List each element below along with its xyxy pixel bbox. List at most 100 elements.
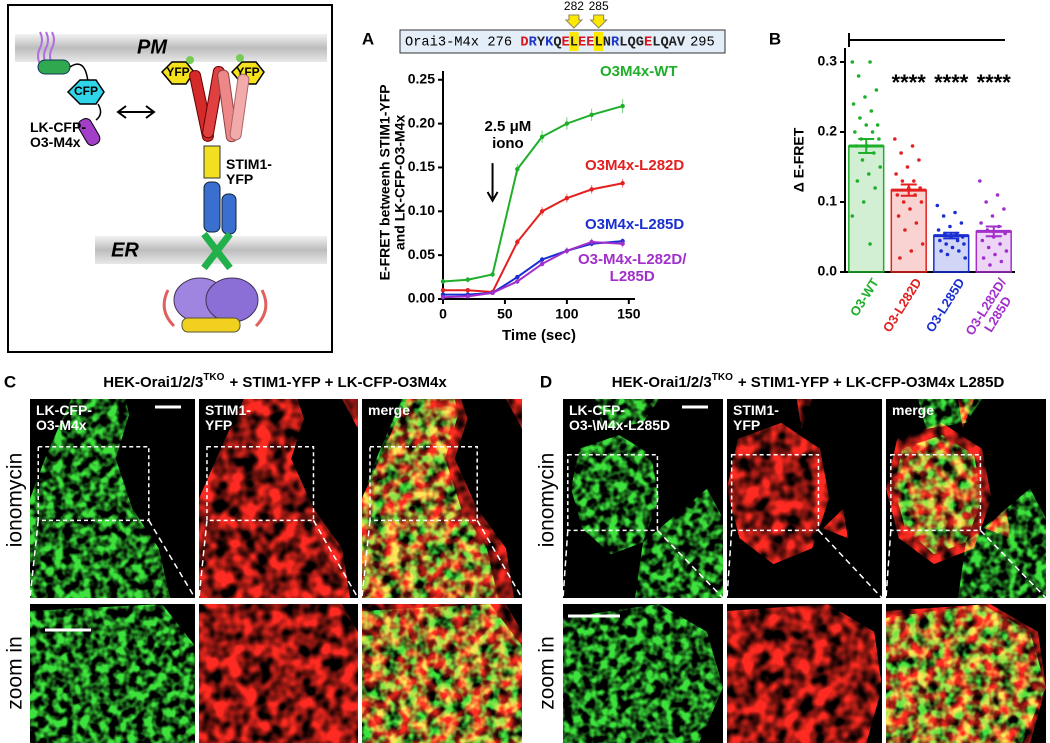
data-point	[938, 238, 942, 243]
residue: E	[562, 36, 570, 51]
red-channel	[727, 399, 848, 565]
data-point	[869, 109, 874, 113]
data-point	[1002, 207, 1006, 211]
data-point	[981, 256, 986, 260]
marker-arrow	[589, 14, 608, 29]
data-point	[515, 279, 520, 284]
cell-signal	[30, 399, 171, 598]
image-content	[199, 399, 358, 598]
cell-signal	[958, 399, 974, 429]
micrograph	[362, 604, 522, 743]
title-superscript: TKO	[203, 372, 224, 383]
y-tick-label: 0.2	[818, 123, 838, 139]
title-part: + STIM1-YFP + LK-CFP-O3M4x	[229, 374, 447, 391]
error-bar	[858, 138, 875, 154]
data-point	[465, 288, 470, 293]
data-point	[986, 245, 991, 250]
red-channel	[886, 604, 1046, 743]
series-line	[442, 240, 623, 299]
title-superscript: TKO	[712, 372, 733, 383]
micrograph	[563, 604, 723, 743]
residue: L	[595, 36, 603, 51]
data-point	[440, 295, 446, 300]
data-point	[564, 121, 570, 126]
pm-label: PM	[137, 36, 168, 58]
residue-highlight	[594, 32, 604, 51]
panel-title: HEK-Orai1/2/3TKO + STIM1-YFP + LK-CFP-O3M…	[612, 372, 1005, 391]
data-point	[941, 214, 946, 218]
green-channel	[571, 399, 723, 598]
annotation: 2.5 μM iono	[484, 118, 532, 152]
data-point	[993, 252, 997, 257]
y-tick-label: 0.25	[408, 70, 435, 86]
series-line	[443, 182, 623, 294]
zoom-box	[37, 446, 150, 522]
residue: Q	[627, 36, 635, 51]
title-part: + STIM1-YFP + LK-CFP-O3M4x L285D	[738, 374, 1005, 391]
cell-signal	[727, 422, 830, 565]
y-tick-label: 0.3	[818, 53, 838, 69]
cell-signal	[886, 604, 1046, 743]
image-content	[886, 399, 1046, 598]
data-point	[950, 245, 955, 250]
cell-signal	[199, 399, 351, 598]
data-point	[868, 242, 872, 246]
panel-letter: B	[769, 29, 781, 48]
data-point	[1004, 249, 1009, 253]
linker	[95, 103, 102, 121]
micrograph	[198, 399, 359, 599]
lk-cfp-label: LK-CFP- O3-M4x	[30, 119, 86, 151]
data-point	[935, 203, 940, 208]
red-channel	[362, 399, 522, 598]
significance-label: ****	[892, 70, 927, 95]
cell-signal	[506, 399, 522, 429]
residue: N	[603, 36, 611, 51]
cfp-shape	[66, 79, 105, 105]
residue: E	[578, 36, 586, 51]
yfp-label: YFP	[166, 65, 189, 79]
error-bar	[985, 225, 1002, 238]
red-channel	[727, 604, 882, 743]
data-point	[963, 256, 967, 260]
cell-signal	[342, 399, 358, 429]
data-point	[988, 263, 992, 267]
zoom-box	[206, 446, 315, 522]
data-point	[912, 179, 916, 183]
residue: Q	[660, 36, 668, 51]
image-content	[199, 604, 358, 743]
cell-signal	[199, 604, 358, 743]
data-point	[864, 123, 869, 127]
panel-letter: A	[362, 29, 374, 48]
image-content	[727, 604, 882, 743]
bar	[890, 189, 927, 273]
residue: L	[570, 36, 578, 51]
data-point	[990, 214, 995, 218]
data-point	[589, 112, 594, 118]
data-point	[620, 241, 625, 246]
data-point	[564, 195, 570, 201]
lipid-anchor	[37, 31, 55, 65]
data-point	[539, 257, 545, 262]
sequence-box	[399, 29, 726, 54]
column-label: STIM1- YFP	[205, 402, 251, 434]
image-content	[30, 399, 171, 598]
marker-label: 285	[589, 0, 609, 13]
data-point	[944, 242, 948, 246]
series-label: O3M4x-L285D	[585, 216, 685, 233]
data-point	[515, 167, 520, 172]
x-tick-label: 100	[555, 306, 579, 322]
data-point	[901, 200, 906, 204]
data-point	[939, 249, 943, 253]
data-point	[959, 221, 964, 225]
y-tick-label: 0.15	[408, 158, 435, 174]
residue: G	[636, 36, 644, 51]
column-label: merge	[892, 402, 935, 418]
data-point	[894, 172, 898, 176]
data-point	[948, 224, 952, 229]
data-point	[620, 181, 625, 186]
data-point	[873, 186, 877, 190]
red-channel	[362, 604, 522, 743]
image-content	[30, 604, 195, 743]
